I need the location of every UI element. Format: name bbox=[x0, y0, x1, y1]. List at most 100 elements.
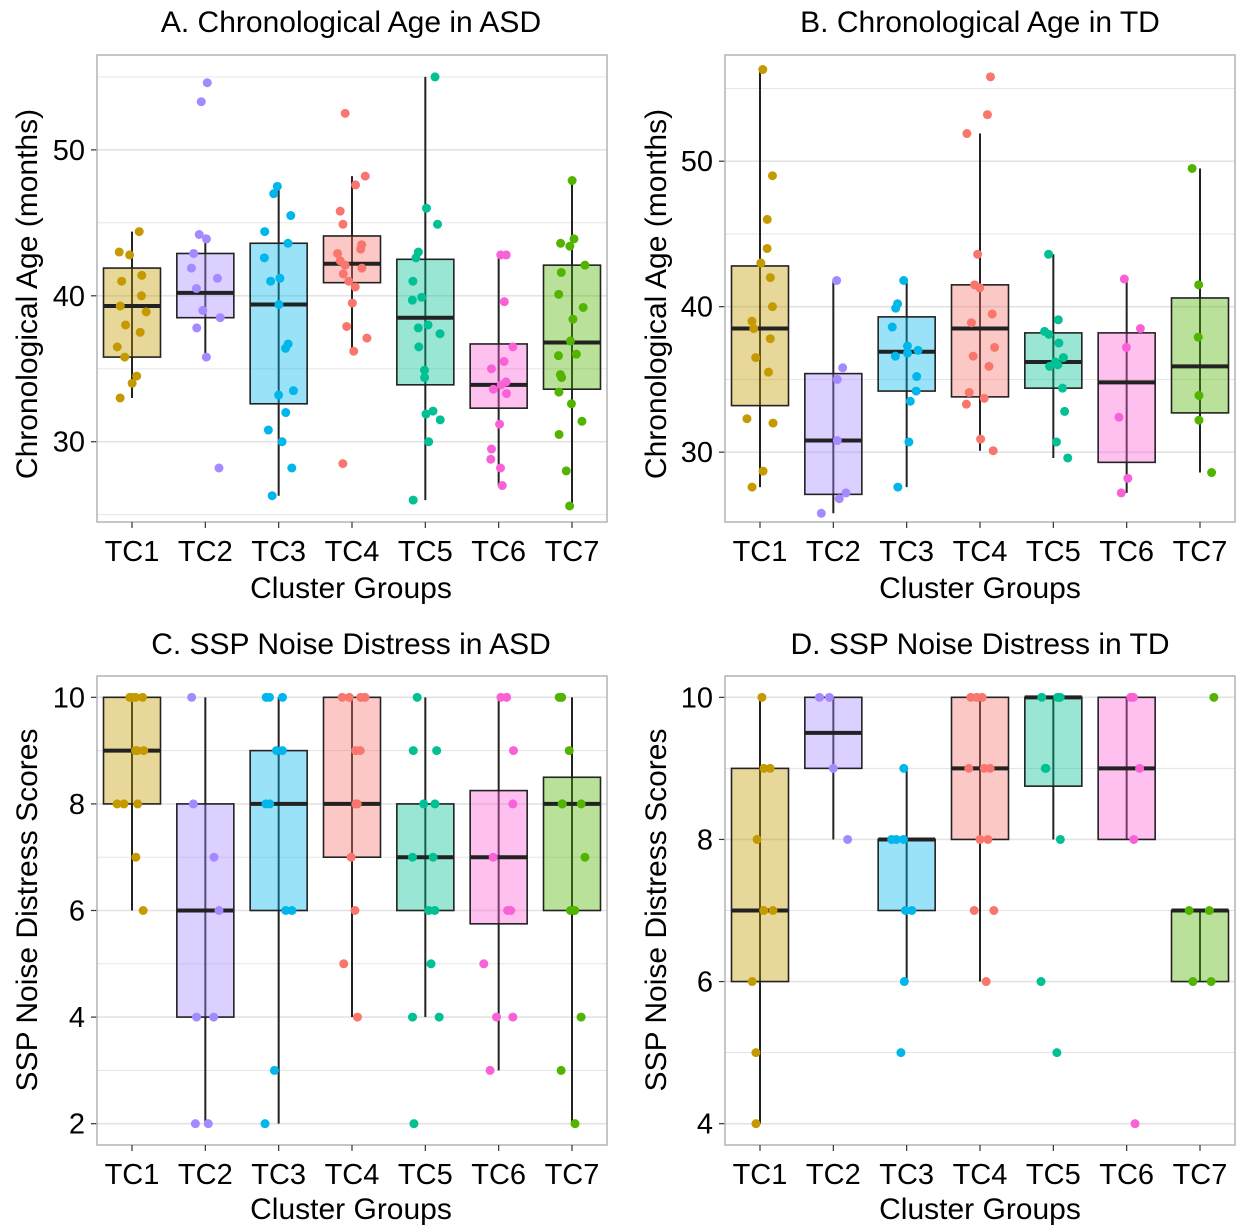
point-tc4 bbox=[362, 333, 372, 343]
panel-b-x-axis-title: Cluster Groups bbox=[879, 572, 1081, 605]
point-tc5 bbox=[435, 415, 445, 425]
point-tc4 bbox=[972, 692, 982, 702]
point-tc6 bbox=[488, 384, 498, 394]
point-tc3 bbox=[899, 275, 909, 285]
point-tc1 bbox=[134, 227, 144, 237]
box-tc4 bbox=[322, 235, 382, 284]
x-tick-label-tc6: TC6 bbox=[471, 536, 526, 568]
x-tick-label-tc7: TC7 bbox=[1173, 536, 1228, 568]
point-tc5 bbox=[414, 342, 424, 352]
y-tick-label: 40 bbox=[53, 281, 85, 313]
x-tick-label-tc6: TC6 bbox=[1099, 536, 1154, 568]
point-tc7 bbox=[554, 387, 564, 397]
point-tc5 bbox=[430, 799, 440, 809]
box-tc7 bbox=[542, 264, 602, 390]
point-tc3 bbox=[898, 834, 908, 844]
point-tc1 bbox=[751, 1119, 761, 1129]
panel-d: D. SSP Noise Distress in TD 4 6 8 10 TC1 TC2… bbox=[640, 628, 1236, 1226]
box-tc6 bbox=[469, 343, 528, 409]
box-tc2 bbox=[804, 372, 863, 496]
point-tc5 bbox=[419, 799, 429, 809]
point-tc7 bbox=[580, 852, 590, 862]
point-tc2 bbox=[187, 692, 197, 702]
point-tc7 bbox=[557, 799, 567, 809]
y-tick-label: 30 bbox=[53, 427, 85, 459]
point-tc3 bbox=[261, 799, 271, 809]
point-tc1 bbox=[135, 327, 145, 337]
panel-a-title: A. Chronological Age in ASD bbox=[161, 6, 541, 39]
panel-d-plot bbox=[730, 692, 1230, 1129]
point-tc1 bbox=[117, 276, 127, 286]
point-tc7 bbox=[1207, 468, 1217, 478]
point-tc2 bbox=[188, 799, 198, 809]
x-tick-label-tc3: TC3 bbox=[251, 536, 306, 568]
point-tc1 bbox=[751, 353, 761, 363]
point-tc1 bbox=[120, 352, 130, 362]
point-tc1 bbox=[138, 906, 148, 915]
point-tc4 bbox=[961, 399, 971, 409]
point-tc4 bbox=[979, 393, 989, 403]
point-tc1 bbox=[132, 746, 142, 756]
x-tick-label-tc2: TC2 bbox=[806, 536, 861, 568]
point-tc7 bbox=[1187, 163, 1197, 173]
point-tc4 bbox=[962, 129, 972, 139]
point-tc1 bbox=[115, 393, 125, 403]
point-tc6 bbox=[1123, 473, 1133, 483]
point-tc6 bbox=[499, 356, 509, 366]
point-tc3 bbox=[286, 211, 296, 221]
point-tc5 bbox=[1058, 353, 1068, 363]
point-tc3 bbox=[887, 322, 897, 332]
point-tc1 bbox=[759, 906, 769, 915]
x-tick-label-tc3: TC3 bbox=[879, 1159, 934, 1191]
panel-b-y-ticks: 30 40 50 bbox=[681, 146, 725, 469]
point-tc4 bbox=[338, 219, 348, 229]
panel-d-y-axis-title: SSP Noise Distress Scores bbox=[640, 729, 673, 1092]
point-tc4 bbox=[969, 906, 979, 915]
point-tc5 bbox=[408, 852, 418, 862]
point-tc4 bbox=[337, 692, 347, 702]
point-tc5 bbox=[1053, 692, 1063, 702]
point-tc4 bbox=[350, 282, 360, 292]
point-tc1 bbox=[114, 247, 124, 257]
point-tc7 bbox=[565, 336, 575, 346]
point-tc6 bbox=[508, 799, 518, 809]
box-tc1 bbox=[102, 267, 162, 358]
point-tc7 bbox=[571, 349, 581, 359]
point-tc4 bbox=[338, 269, 348, 279]
point-tc5 bbox=[1054, 338, 1064, 348]
point-tc2 bbox=[190, 1119, 200, 1129]
point-tc5 bbox=[1063, 453, 1073, 463]
panel-c-plot bbox=[102, 692, 602, 1129]
point-tc6 bbox=[1119, 274, 1129, 284]
box-tc2 bbox=[176, 252, 235, 319]
point-tc2 bbox=[212, 273, 222, 283]
point-tc4 bbox=[988, 446, 998, 456]
panel-c-title: C. SSP Noise Distress in ASD bbox=[151, 628, 551, 661]
point-tc7 bbox=[566, 399, 576, 409]
point-tc2 bbox=[198, 305, 208, 315]
point-tc7 bbox=[1194, 390, 1204, 400]
point-tc3 bbox=[274, 390, 284, 400]
point-tc4 bbox=[975, 283, 985, 293]
x-tick-label-tc1: TC1 bbox=[105, 536, 160, 568]
x-tick-label-tc1: TC1 bbox=[733, 1159, 788, 1191]
box-tc3 bbox=[249, 749, 308, 912]
point-tc6 bbox=[508, 746, 518, 756]
point-tc1 bbox=[112, 342, 122, 352]
point-tc2 bbox=[192, 323, 202, 333]
point-tc1 bbox=[758, 466, 768, 476]
y-tick-label: 8 bbox=[69, 789, 85, 821]
x-tick-label-tc3: TC3 bbox=[879, 536, 934, 568]
point-tc1 bbox=[765, 273, 775, 283]
box-tc6 bbox=[1097, 332, 1156, 464]
x-tick-label-tc1: TC1 bbox=[733, 536, 788, 568]
point-tc2 bbox=[209, 852, 219, 862]
point-tc6 bbox=[1121, 342, 1131, 352]
point-tc4 bbox=[979, 763, 989, 773]
point-tc7 bbox=[554, 429, 564, 439]
point-tc3 bbox=[896, 1048, 906, 1058]
point-tc6 bbox=[486, 364, 496, 374]
point-tc2 bbox=[832, 374, 842, 384]
